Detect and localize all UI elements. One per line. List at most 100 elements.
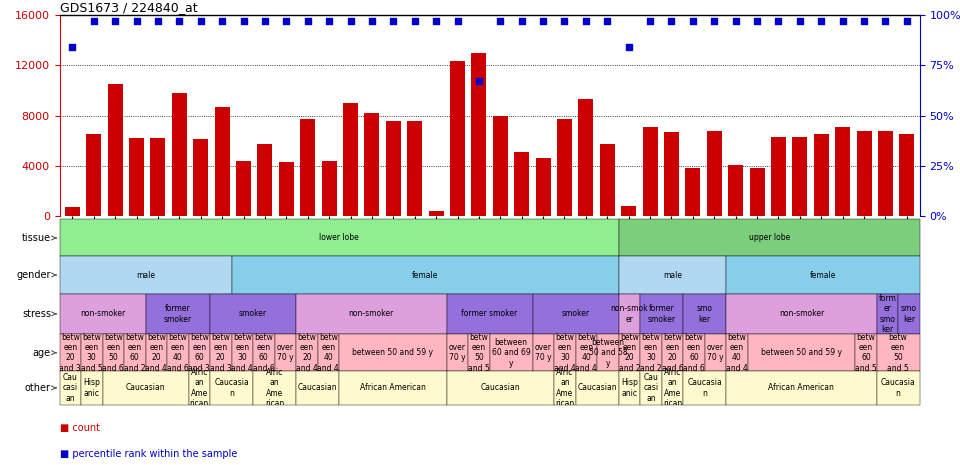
Text: betw
een
40
and 4: betw een 40 and 4 bbox=[726, 332, 748, 373]
Text: betw
een
20
and 2: betw een 20 and 2 bbox=[618, 332, 640, 373]
Bar bbox=[642, 127, 658, 216]
Point bbox=[450, 17, 466, 25]
Point bbox=[771, 17, 786, 25]
Bar bbox=[792, 137, 807, 216]
Bar bbox=[900, 134, 914, 216]
Text: Cau
casi
an: Cau casi an bbox=[643, 373, 659, 403]
Bar bbox=[640, 293, 684, 334]
Point bbox=[707, 17, 722, 25]
Point bbox=[514, 17, 529, 25]
Point bbox=[278, 17, 294, 25]
Bar bbox=[684, 293, 726, 334]
Text: Afric
an
Ame
rican: Afric an Ame rican bbox=[190, 368, 209, 408]
Bar bbox=[65, 207, 80, 216]
Bar bbox=[876, 293, 899, 334]
Bar bbox=[640, 371, 661, 405]
Bar bbox=[253, 334, 275, 371]
Point bbox=[750, 17, 765, 25]
Bar bbox=[661, 334, 684, 371]
Text: betw
een
50
and 5: betw een 50 and 5 bbox=[887, 332, 909, 373]
Text: over
70 y: over 70 y bbox=[449, 343, 466, 362]
Point bbox=[300, 17, 316, 25]
Text: Afric
an
Ame
rican: Afric an Ame rican bbox=[555, 368, 574, 408]
Bar bbox=[492, 116, 508, 216]
Text: stress: stress bbox=[22, 309, 51, 319]
Text: age: age bbox=[33, 348, 51, 358]
Point bbox=[86, 17, 102, 25]
Bar bbox=[146, 334, 167, 371]
Text: between
50 and 58
y: between 50 and 58 y bbox=[588, 338, 627, 368]
Point bbox=[151, 17, 166, 25]
Text: Caucasian: Caucasian bbox=[481, 384, 520, 392]
Bar bbox=[339, 334, 446, 371]
Bar bbox=[618, 371, 640, 405]
Text: betw
een
30
and 5: betw een 30 and 5 bbox=[81, 332, 103, 373]
Point bbox=[663, 17, 679, 25]
Bar bbox=[618, 293, 640, 334]
Bar bbox=[407, 120, 422, 216]
Bar bbox=[210, 334, 231, 371]
Text: betw
een
60
and 2: betw een 60 and 2 bbox=[124, 332, 146, 373]
Text: over
70 y: over 70 y bbox=[535, 343, 552, 362]
Text: form
er
smo
ker: form er smo ker bbox=[878, 294, 897, 334]
Bar bbox=[729, 165, 743, 216]
Bar bbox=[188, 371, 210, 405]
Bar bbox=[533, 293, 618, 334]
Bar bbox=[618, 219, 920, 257]
Bar bbox=[172, 93, 187, 216]
Bar bbox=[876, 371, 920, 405]
Bar bbox=[151, 138, 165, 216]
Point bbox=[856, 17, 872, 25]
Bar bbox=[533, 334, 554, 371]
Bar bbox=[446, 293, 533, 334]
Bar bbox=[684, 334, 705, 371]
Point bbox=[364, 17, 379, 25]
Text: betw
een
30
and 2: betw een 30 and 2 bbox=[640, 332, 661, 373]
Bar bbox=[640, 334, 661, 371]
Bar bbox=[81, 334, 103, 371]
Bar bbox=[446, 334, 468, 371]
Bar bbox=[664, 132, 679, 216]
Bar bbox=[60, 293, 146, 334]
Text: male: male bbox=[136, 271, 155, 279]
Bar bbox=[296, 293, 446, 334]
Text: betw
een
20
and 6: betw een 20 and 6 bbox=[661, 332, 684, 373]
Bar bbox=[188, 334, 210, 371]
Text: former
smoker: former smoker bbox=[164, 304, 192, 324]
Bar bbox=[726, 293, 876, 334]
Text: betw
een
40
and 4: betw een 40 and 4 bbox=[318, 332, 339, 373]
Point bbox=[492, 17, 508, 25]
Point bbox=[214, 17, 229, 25]
Point bbox=[642, 17, 658, 25]
Text: Caucasian: Caucasian bbox=[577, 384, 617, 392]
Text: GDS1673 / 224840_at: GDS1673 / 224840_at bbox=[60, 1, 197, 13]
Text: over
70 y: over 70 y bbox=[276, 343, 294, 362]
Text: Afric
an
Ame
rican: Afric an Ame rican bbox=[662, 368, 682, 408]
Bar bbox=[748, 334, 855, 371]
Text: non-smok
er: non-smok er bbox=[611, 304, 648, 324]
Text: ■ percentile rank within the sample: ■ percentile rank within the sample bbox=[60, 449, 237, 459]
Point bbox=[64, 43, 80, 51]
Point bbox=[813, 17, 828, 25]
Bar bbox=[60, 334, 81, 371]
Point bbox=[407, 17, 422, 25]
Bar bbox=[878, 131, 893, 216]
Point bbox=[728, 17, 743, 25]
Text: between 50 and 59 y: between 50 and 59 y bbox=[761, 348, 842, 357]
Bar bbox=[343, 103, 358, 216]
Bar bbox=[621, 206, 636, 216]
Point bbox=[343, 17, 358, 25]
Bar bbox=[275, 334, 296, 371]
Point bbox=[685, 17, 701, 25]
Bar bbox=[707, 131, 722, 216]
Point bbox=[835, 17, 851, 25]
Bar bbox=[771, 137, 786, 216]
Text: Afric
an
Ame
rican: Afric an Ame rican bbox=[265, 368, 284, 408]
Text: Cau
casi
an: Cau casi an bbox=[62, 373, 78, 403]
Text: upper lobe: upper lobe bbox=[749, 233, 790, 242]
Bar bbox=[471, 53, 487, 216]
Bar bbox=[108, 84, 123, 216]
Point bbox=[257, 17, 273, 25]
Text: betw
een
20
and 3: betw een 20 and 3 bbox=[60, 332, 82, 373]
Text: non-smoker: non-smoker bbox=[80, 309, 125, 319]
